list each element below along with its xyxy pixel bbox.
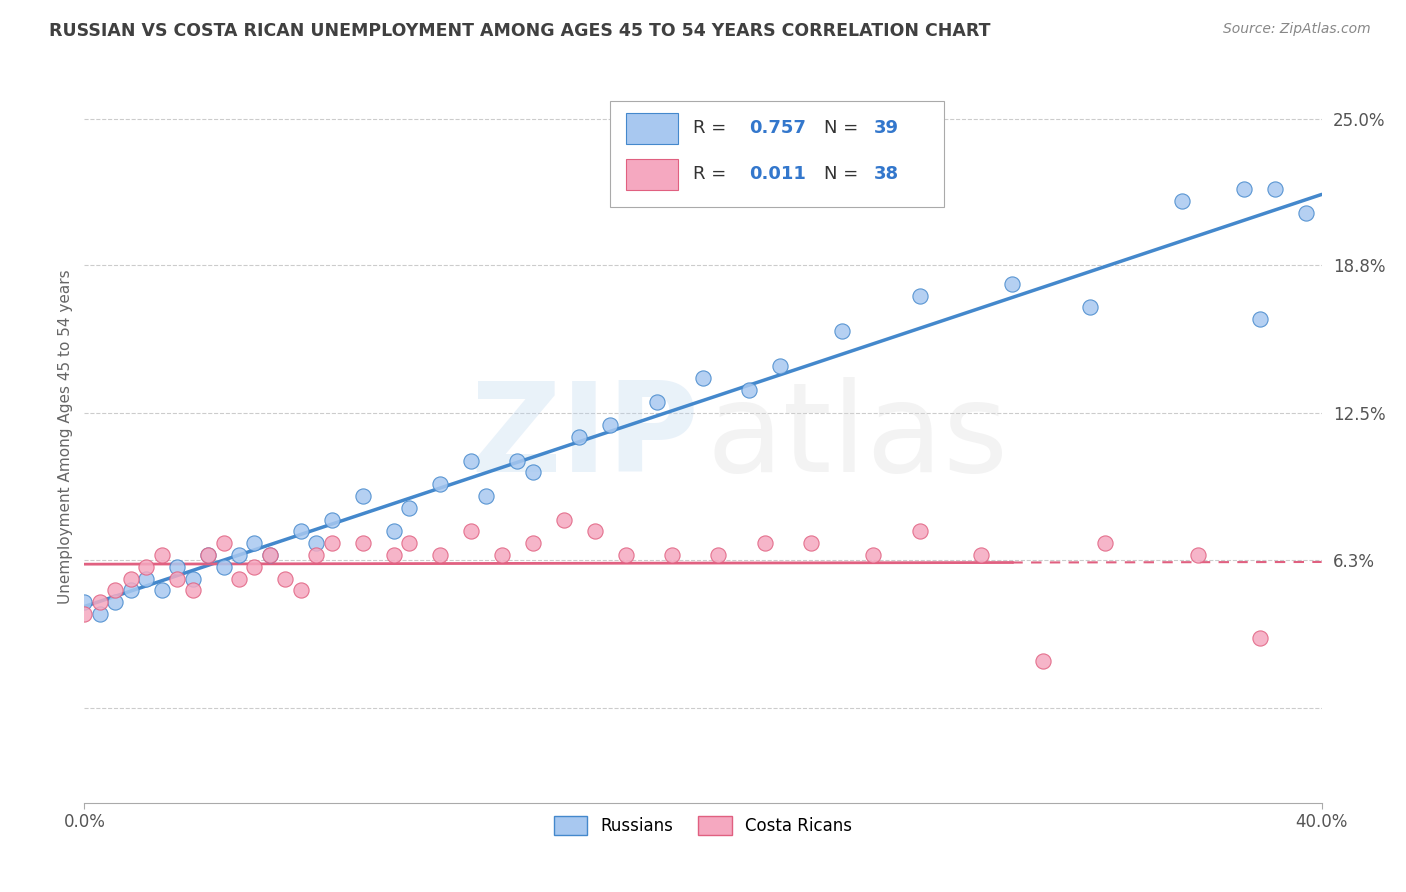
Point xyxy=(1078,301,1101,315)
Point xyxy=(1032,654,1054,668)
Point xyxy=(352,536,374,550)
Point xyxy=(166,559,188,574)
Y-axis label: Unemployment Among Ages 45 to 54 years: Unemployment Among Ages 45 to 54 years xyxy=(58,269,73,605)
Text: Source: ZipAtlas.com: Source: ZipAtlas.com xyxy=(1223,22,1371,37)
Point xyxy=(73,595,96,609)
Point xyxy=(120,572,142,586)
Point xyxy=(243,536,266,550)
Point xyxy=(506,453,529,467)
Text: 38: 38 xyxy=(873,165,898,183)
Point xyxy=(352,489,374,503)
Text: N =: N = xyxy=(824,165,865,183)
Text: R =: R = xyxy=(693,165,733,183)
Point xyxy=(1171,194,1194,208)
Point xyxy=(599,418,621,433)
Legend: Russians, Costa Ricans: Russians, Costa Ricans xyxy=(547,809,859,842)
Text: 0.757: 0.757 xyxy=(749,120,806,137)
Text: atlas: atlas xyxy=(707,376,1010,498)
Point xyxy=(460,453,482,467)
Text: R =: R = xyxy=(693,120,733,137)
Point xyxy=(150,583,173,598)
Point xyxy=(800,536,823,550)
Point xyxy=(553,513,575,527)
Point xyxy=(1187,548,1209,562)
Point xyxy=(460,524,482,539)
Point xyxy=(243,559,266,574)
Point xyxy=(475,489,498,503)
Point xyxy=(862,548,884,562)
Point xyxy=(614,548,637,562)
Point xyxy=(120,583,142,598)
Point xyxy=(1295,206,1317,220)
Point xyxy=(522,466,544,480)
Point xyxy=(661,548,683,562)
Text: RUSSIAN VS COSTA RICAN UNEMPLOYMENT AMONG AGES 45 TO 54 YEARS CORRELATION CHART: RUSSIAN VS COSTA RICAN UNEMPLOYMENT AMON… xyxy=(49,22,991,40)
Point xyxy=(1264,182,1286,196)
Point xyxy=(1249,312,1271,326)
Point xyxy=(89,607,111,621)
Point xyxy=(769,359,792,374)
Point xyxy=(429,548,451,562)
Point xyxy=(135,572,157,586)
FancyBboxPatch shape xyxy=(626,159,678,190)
Text: 39: 39 xyxy=(873,120,898,137)
Text: ZIP: ZIP xyxy=(471,376,699,498)
Point xyxy=(259,548,281,562)
Point xyxy=(150,548,173,562)
Point xyxy=(692,371,714,385)
Point xyxy=(197,548,219,562)
FancyBboxPatch shape xyxy=(626,113,678,144)
Point xyxy=(707,548,730,562)
Point xyxy=(908,524,931,539)
Point xyxy=(197,548,219,562)
Point xyxy=(1233,182,1256,196)
Point xyxy=(738,383,761,397)
Point xyxy=(274,572,297,586)
Point xyxy=(321,536,343,550)
Point xyxy=(104,595,127,609)
Point xyxy=(429,477,451,491)
Point xyxy=(645,394,668,409)
Point xyxy=(305,536,328,550)
Point xyxy=(290,524,312,539)
Text: N =: N = xyxy=(824,120,865,137)
Point xyxy=(321,513,343,527)
Point xyxy=(1094,536,1116,550)
Point xyxy=(73,607,96,621)
Point xyxy=(398,500,420,515)
Point xyxy=(228,572,250,586)
Point xyxy=(228,548,250,562)
Point xyxy=(305,548,328,562)
Point xyxy=(382,524,405,539)
Point xyxy=(382,548,405,562)
Point xyxy=(970,548,993,562)
Point xyxy=(135,559,157,574)
Point xyxy=(259,548,281,562)
Point xyxy=(212,559,235,574)
Point xyxy=(212,536,235,550)
Point xyxy=(908,288,931,302)
Point xyxy=(491,548,513,562)
Point xyxy=(398,536,420,550)
Point xyxy=(290,583,312,598)
Point xyxy=(522,536,544,550)
Point xyxy=(1249,631,1271,645)
FancyBboxPatch shape xyxy=(610,101,945,207)
Point xyxy=(166,572,188,586)
Point xyxy=(831,324,853,338)
Point xyxy=(181,572,204,586)
Point xyxy=(104,583,127,598)
Point xyxy=(583,524,606,539)
Point xyxy=(754,536,776,550)
Point xyxy=(181,583,204,598)
Point xyxy=(89,595,111,609)
Point xyxy=(1001,277,1024,291)
Text: 0.011: 0.011 xyxy=(749,165,806,183)
Point xyxy=(568,430,591,444)
